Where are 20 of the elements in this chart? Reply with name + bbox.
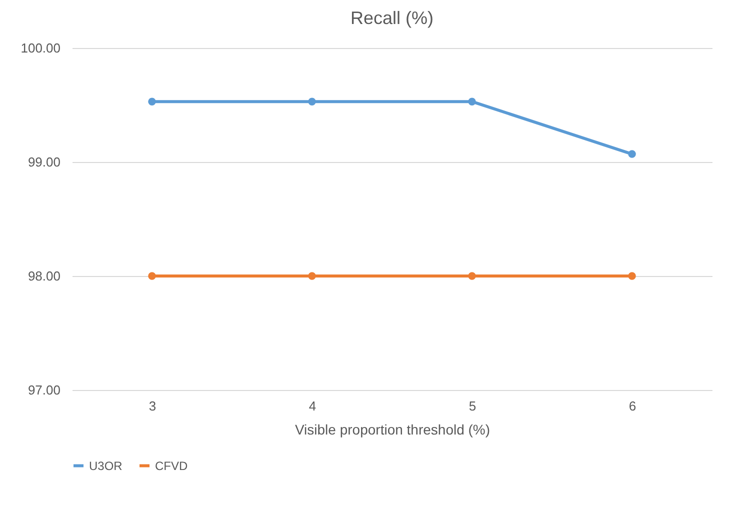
y-tick-label: 100.00: [20, 40, 60, 56]
point: [468, 98, 476, 106]
chart-title: Recall (%): [350, 8, 434, 28]
x-axis-title: Visible proportion threshold (%): [294, 422, 490, 438]
point: [308, 272, 316, 280]
legend-label: U3OR: [89, 458, 123, 473]
x-tick-label: 6: [628, 398, 636, 414]
point: [468, 272, 476, 280]
y-tick-label: 98.00: [28, 268, 60, 284]
point: [308, 98, 316, 106]
point: [148, 98, 156, 106]
x-tick-label: 4: [308, 398, 316, 414]
legend-label: CFVD: [155, 458, 188, 473]
point: [628, 272, 636, 280]
y-tick-label: 97.00: [28, 382, 60, 398]
x-tick-label: 5: [468, 398, 476, 414]
point: [628, 150, 636, 158]
point: [148, 272, 156, 280]
y-tick-label: 99.00: [28, 154, 60, 170]
x-tick-label: 3: [148, 398, 156, 414]
